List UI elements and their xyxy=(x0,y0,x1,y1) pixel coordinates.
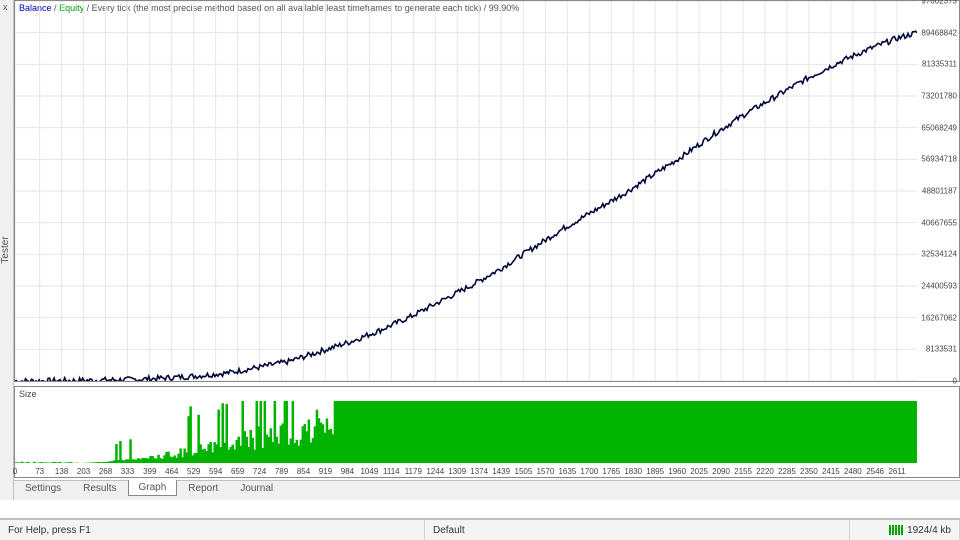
x-tick: 529 xyxy=(187,467,200,476)
x-tick: 2090 xyxy=(712,467,730,476)
y-tick: 48801187 xyxy=(922,187,957,196)
status-help: For Help, press F1 xyxy=(0,520,425,540)
y-tick: 0 xyxy=(953,377,957,386)
x-tick: 0 xyxy=(13,467,17,476)
size-plot xyxy=(15,401,917,463)
y-tick: 65068249 xyxy=(921,123,957,132)
x-tick: 2415 xyxy=(822,467,840,476)
x-tick: 2546 xyxy=(866,467,884,476)
x-tick: 2611 xyxy=(888,467,905,476)
x-tick: 1700 xyxy=(580,467,598,476)
x-tick: 1114 xyxy=(383,467,400,476)
x-tick: 2025 xyxy=(690,467,708,476)
tester-window: x Tester Balance / Equity / Every tick (… xyxy=(0,0,960,540)
y-tick: 97602373 xyxy=(921,0,957,6)
x-tick: 1570 xyxy=(536,467,554,476)
status-profile: Default xyxy=(425,520,850,540)
x-tick: 1309 xyxy=(448,467,466,476)
tab-graph[interactable]: Graph xyxy=(128,480,178,496)
x-tick: 1960 xyxy=(668,467,686,476)
x-tick: 594 xyxy=(209,467,222,476)
equity-chart: Balance / Equity / Every tick (the most … xyxy=(14,0,960,382)
size-label: Size xyxy=(19,389,37,399)
side-panel: x Tester xyxy=(0,0,14,500)
x-tick: 2220 xyxy=(756,467,774,476)
close-icon[interactable]: x xyxy=(3,2,8,12)
y-tick: 81335311 xyxy=(922,60,957,69)
equity-plot xyxy=(15,1,917,381)
size-chart: Size 0 73 138 203 268 333 399 464 529 594 659 724 78… xyxy=(14,386,960,478)
status-bar: For Help, press F1 Default 1924/4 kb xyxy=(0,518,960,540)
x-tick: 1244 xyxy=(426,467,444,476)
x-tick: 854 xyxy=(297,467,310,476)
x-tick: 268 xyxy=(99,467,112,476)
y-tick: 89468842 xyxy=(921,28,957,37)
x-tick: 1895 xyxy=(646,467,664,476)
x-tick: 984 xyxy=(341,467,354,476)
x-tick: 919 xyxy=(319,467,332,476)
tester-tabs: SettingsResultsGraphReportJournal xyxy=(14,480,960,500)
tab-report[interactable]: Report xyxy=(177,481,229,497)
x-tick: 203 xyxy=(77,467,90,476)
x-tick: 138 xyxy=(55,467,68,476)
y-tick: 32534124 xyxy=(921,250,957,259)
x-tick: 1765 xyxy=(602,467,620,476)
y-tick: 16267062 xyxy=(921,313,957,322)
tab-settings[interactable]: Settings xyxy=(14,481,72,497)
y-tick: 73201780 xyxy=(921,92,957,101)
connection-icon xyxy=(889,525,903,535)
status-connection: 1924/4 kb xyxy=(850,520,960,540)
y-axis: 0813353116267062244005933253412440667655… xyxy=(917,1,959,381)
x-tick: 2285 xyxy=(778,467,796,476)
x-tick: 1179 xyxy=(405,467,422,476)
x-tick: 659 xyxy=(231,467,244,476)
y-tick: 40667655 xyxy=(921,218,957,227)
x-tick: 1374 xyxy=(470,467,488,476)
x-tick: 789 xyxy=(275,467,288,476)
tab-journal[interactable]: Journal xyxy=(229,481,284,497)
y-tick: 56934718 xyxy=(921,155,957,164)
connection-text: 1924/4 kb xyxy=(907,525,951,536)
x-tick: 73 xyxy=(35,467,44,476)
x-tick: 1439 xyxy=(492,467,510,476)
x-tick: 2350 xyxy=(800,467,818,476)
x-tick: 333 xyxy=(121,467,134,476)
x-tick: 724 xyxy=(253,467,266,476)
x-tick: 1830 xyxy=(624,467,642,476)
x-tick: 1049 xyxy=(360,467,378,476)
x-tick: 1505 xyxy=(515,467,533,476)
x-axis: 0 73 138 203 268 333 399 464 529 594 659 724 789 854 9… xyxy=(15,463,917,477)
x-tick: 1635 xyxy=(558,467,576,476)
x-tick: 2480 xyxy=(844,467,862,476)
x-tick: 464 xyxy=(165,467,178,476)
x-tick: 2155 xyxy=(734,467,752,476)
side-label: Tester xyxy=(0,236,11,263)
x-tick: 399 xyxy=(143,467,156,476)
y-tick: 8133531 xyxy=(926,345,957,354)
tab-results[interactable]: Results xyxy=(72,481,127,497)
y-tick: 24400593 xyxy=(921,282,957,291)
